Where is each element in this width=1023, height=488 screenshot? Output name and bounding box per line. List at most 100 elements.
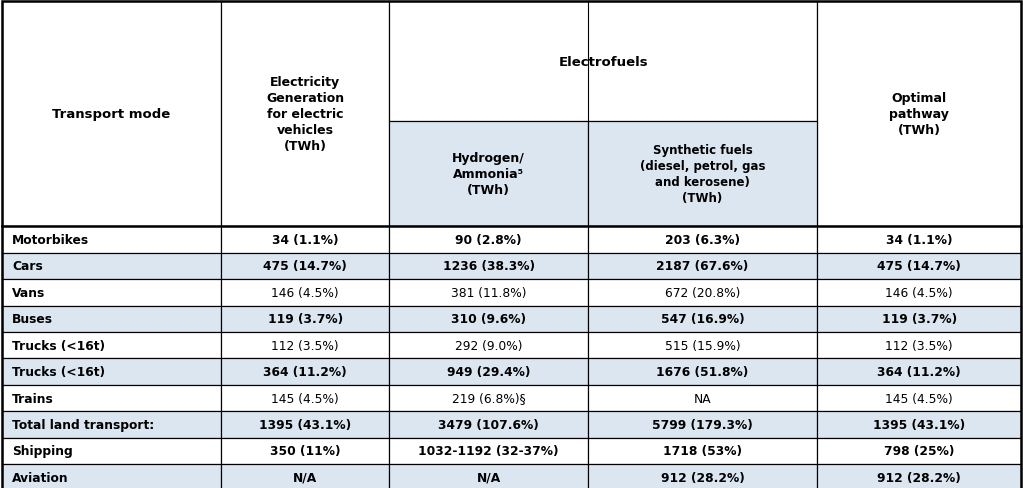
Text: 798 (25%): 798 (25%) xyxy=(884,445,954,457)
Text: 2187 (67.6%): 2187 (67.6%) xyxy=(657,260,749,273)
Bar xyxy=(2,306,221,332)
Bar xyxy=(817,253,1021,280)
Text: 1718 (53%): 1718 (53%) xyxy=(663,445,742,457)
Bar xyxy=(389,280,588,306)
Bar xyxy=(817,411,1021,438)
Bar xyxy=(588,359,817,385)
Text: 1236 (38.3%): 1236 (38.3%) xyxy=(443,260,535,273)
Text: 90 (2.8%): 90 (2.8%) xyxy=(455,234,522,246)
Text: 146 (4.5%): 146 (4.5%) xyxy=(271,286,339,299)
Text: Shipping: Shipping xyxy=(12,445,73,457)
Text: 219 (6.8%)§: 219 (6.8%)§ xyxy=(452,392,526,405)
Bar xyxy=(389,227,588,253)
Text: 146 (4.5%): 146 (4.5%) xyxy=(885,286,952,299)
Bar xyxy=(2,2,221,227)
Text: 34 (1.1%): 34 (1.1%) xyxy=(272,234,339,246)
Bar xyxy=(2,359,221,385)
Text: Cars: Cars xyxy=(12,260,43,273)
Bar xyxy=(389,332,588,359)
Text: NA: NA xyxy=(694,392,711,405)
Bar xyxy=(221,332,389,359)
Text: 3479 (107.6%): 3479 (107.6%) xyxy=(438,418,539,431)
Text: Hydrogen/
Ammonia⁵
(TWh): Hydrogen/ Ammonia⁵ (TWh) xyxy=(452,152,525,197)
Text: 475 (14.7%): 475 (14.7%) xyxy=(877,260,961,273)
Text: Synthetic fuels
(diesel, petrol, gas
and kerosene)
(TWh): Synthetic fuels (diesel, petrol, gas and… xyxy=(639,144,765,205)
Text: 1676 (51.8%): 1676 (51.8%) xyxy=(657,366,749,378)
Bar xyxy=(221,280,389,306)
Text: 112 (3.5%): 112 (3.5%) xyxy=(271,339,339,352)
Bar xyxy=(389,306,588,332)
Bar xyxy=(221,464,389,488)
Bar xyxy=(389,122,588,227)
Text: 34 (1.1%): 34 (1.1%) xyxy=(886,234,952,246)
Bar xyxy=(588,253,817,280)
Bar xyxy=(221,385,389,411)
Bar xyxy=(2,411,221,438)
Text: N/A: N/A xyxy=(477,471,500,484)
Text: 292 (9.0%): 292 (9.0%) xyxy=(455,339,523,352)
Bar xyxy=(817,280,1021,306)
Text: N/A: N/A xyxy=(293,471,317,484)
Text: 112 (3.5%): 112 (3.5%) xyxy=(885,339,952,352)
Text: Electrofuels: Electrofuels xyxy=(559,56,648,69)
Text: 364 (11.2%): 364 (11.2%) xyxy=(878,366,961,378)
Text: 949 (29.4%): 949 (29.4%) xyxy=(447,366,530,378)
Bar xyxy=(2,280,221,306)
Text: 1032-1192 (32-37%): 1032-1192 (32-37%) xyxy=(418,445,559,457)
Bar xyxy=(588,227,817,253)
Bar xyxy=(588,306,817,332)
Text: 515 (15.9%): 515 (15.9%) xyxy=(665,339,741,352)
Bar xyxy=(2,438,221,464)
Bar xyxy=(389,253,588,280)
Text: 145 (4.5%): 145 (4.5%) xyxy=(271,392,339,405)
Bar xyxy=(389,2,817,122)
Bar xyxy=(817,464,1021,488)
Text: 547 (16.9%): 547 (16.9%) xyxy=(661,313,745,325)
Text: 912 (28.2%): 912 (28.2%) xyxy=(877,471,961,484)
Bar xyxy=(221,227,389,253)
Bar xyxy=(588,122,817,227)
Text: Buses: Buses xyxy=(12,313,53,325)
Text: Aviation: Aviation xyxy=(12,471,69,484)
Text: 672 (20.8%): 672 (20.8%) xyxy=(665,286,741,299)
Bar xyxy=(817,385,1021,411)
Bar xyxy=(588,411,817,438)
Bar xyxy=(221,306,389,332)
Bar xyxy=(588,332,817,359)
Bar xyxy=(221,411,389,438)
Text: Electricity
Generation
for electric
vehicles
(TWh): Electricity Generation for electric vehi… xyxy=(266,76,344,153)
Bar xyxy=(389,385,588,411)
Bar xyxy=(817,227,1021,253)
Bar xyxy=(389,359,588,385)
Text: Trains: Trains xyxy=(12,392,54,405)
Bar xyxy=(389,438,588,464)
Bar xyxy=(389,411,588,438)
Text: 119 (3.7%): 119 (3.7%) xyxy=(882,313,957,325)
Bar xyxy=(588,464,817,488)
Bar xyxy=(817,306,1021,332)
Bar xyxy=(2,253,221,280)
Bar xyxy=(389,464,588,488)
Bar xyxy=(2,464,221,488)
Text: 912 (28.2%): 912 (28.2%) xyxy=(661,471,745,484)
Text: 364 (11.2%): 364 (11.2%) xyxy=(263,366,347,378)
Text: 381 (11.8%): 381 (11.8%) xyxy=(451,286,526,299)
Text: 310 (9.6%): 310 (9.6%) xyxy=(451,313,526,325)
Text: 475 (14.7%): 475 (14.7%) xyxy=(263,260,347,273)
Bar xyxy=(588,280,817,306)
Bar xyxy=(221,2,389,227)
Text: Total land transport:: Total land transport: xyxy=(12,418,154,431)
Text: Transport mode: Transport mode xyxy=(52,108,171,121)
Bar xyxy=(2,332,221,359)
Bar xyxy=(817,2,1021,227)
Text: 350 (11%): 350 (11%) xyxy=(270,445,341,457)
Bar xyxy=(2,227,221,253)
Text: 119 (3.7%): 119 (3.7%) xyxy=(268,313,343,325)
Bar xyxy=(817,359,1021,385)
Bar xyxy=(817,332,1021,359)
Text: Vans: Vans xyxy=(12,286,46,299)
Bar xyxy=(817,438,1021,464)
Text: 203 (6.3%): 203 (6.3%) xyxy=(665,234,740,246)
Text: Motorbikes: Motorbikes xyxy=(12,234,89,246)
Text: Optimal
pathway
(TWh): Optimal pathway (TWh) xyxy=(889,92,949,137)
